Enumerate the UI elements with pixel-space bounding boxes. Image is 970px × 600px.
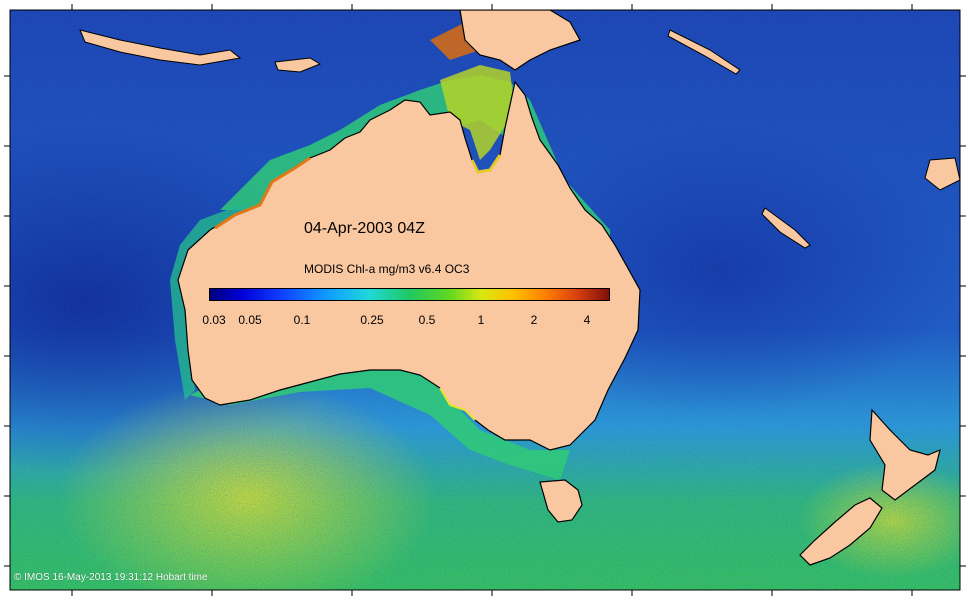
colorbar-tick: 0.5 [418, 313, 436, 327]
colorbar-tick: 4 [583, 313, 591, 327]
tasmania-land [539, 479, 583, 523]
colorbar-tick: 0.03 [202, 313, 226, 327]
coastal-rim-gulf [470, 154, 502, 174]
coastal-rim-south [439, 387, 476, 421]
colorbar-tick: 1 [477, 313, 485, 327]
new-guinea-land [459, 10, 581, 71]
gulf-bloom [440, 65, 515, 160]
fiji-land [924, 157, 960, 191]
new-zealand-north-land [869, 408, 941, 501]
credit-text: © IMOS 16-May-2013 19:31:12 Hobart time [14, 572, 208, 583]
date-label: 04-Apr-2003 04Z [304, 220, 425, 237]
new-zealand-south-land [799, 497, 883, 566]
australia-land [177, 80, 641, 451]
timor-land [274, 57, 322, 73]
colorbar-tick: 2 [530, 313, 538, 327]
colorbar-tick: 0.25 [360, 313, 384, 327]
colorbar-title: MODIS Chl-a mg/m3 v6.4 OC3 [304, 262, 470, 276]
colorbar [209, 288, 610, 301]
indonesia-islands-land [79, 29, 242, 66]
colorbar-tick: 0.05 [238, 313, 262, 327]
new-caledonia-land [761, 207, 811, 249]
solomon-islands-land [667, 29, 741, 75]
colorbar-tick: 0.1 [293, 313, 311, 327]
coastal-rim-northwest [214, 156, 311, 230]
